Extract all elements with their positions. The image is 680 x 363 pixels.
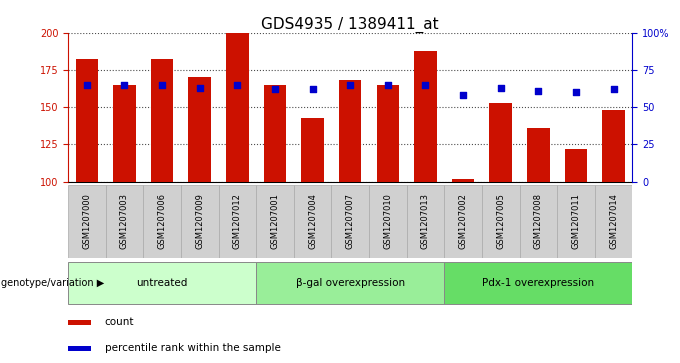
- Bar: [407, 185, 444, 258]
- Text: count: count: [105, 317, 134, 327]
- Bar: [218, 185, 256, 258]
- Point: [232, 82, 243, 87]
- Text: GSM1207009: GSM1207009: [195, 193, 204, 249]
- Bar: [68, 320, 90, 325]
- Text: β-gal overexpression: β-gal overexpression: [296, 278, 405, 288]
- Bar: [181, 185, 218, 258]
- Bar: [414, 50, 437, 182]
- Point: [495, 85, 506, 91]
- Bar: [490, 103, 512, 182]
- Text: untreated: untreated: [137, 278, 188, 288]
- Text: percentile rank within the sample: percentile rank within the sample: [105, 343, 281, 354]
- Bar: [339, 80, 362, 182]
- Point: [571, 89, 581, 95]
- Text: genotype/variation ▶: genotype/variation ▶: [1, 278, 105, 288]
- Point: [194, 85, 205, 91]
- Bar: [331, 185, 369, 258]
- Text: GSM1207003: GSM1207003: [120, 193, 129, 249]
- Bar: [256, 262, 444, 304]
- Bar: [369, 185, 407, 258]
- Point: [269, 86, 280, 92]
- Bar: [595, 185, 632, 258]
- Point: [307, 86, 318, 92]
- Text: GSM1207006: GSM1207006: [158, 193, 167, 249]
- Bar: [557, 185, 595, 258]
- Bar: [68, 185, 105, 258]
- Bar: [444, 185, 482, 258]
- Bar: [68, 262, 256, 304]
- Point: [458, 92, 469, 98]
- Bar: [602, 110, 625, 182]
- Bar: [226, 33, 249, 182]
- Bar: [68, 346, 90, 351]
- Text: Pdx-1 overexpression: Pdx-1 overexpression: [482, 278, 594, 288]
- Bar: [482, 185, 520, 258]
- Text: GSM1207014: GSM1207014: [609, 193, 618, 249]
- Text: GSM1207012: GSM1207012: [233, 193, 242, 249]
- Text: GSM1207007: GSM1207007: [345, 193, 355, 249]
- Bar: [188, 77, 211, 182]
- Title: GDS4935 / 1389411_at: GDS4935 / 1389411_at: [261, 16, 439, 33]
- Point: [533, 88, 544, 94]
- Bar: [564, 149, 588, 182]
- Text: GSM1207008: GSM1207008: [534, 193, 543, 249]
- Bar: [256, 185, 294, 258]
- Point: [82, 82, 92, 87]
- Bar: [527, 128, 549, 182]
- Point: [119, 82, 130, 87]
- Text: GSM1207011: GSM1207011: [571, 193, 581, 249]
- Text: GSM1207005: GSM1207005: [496, 193, 505, 249]
- Text: GSM1207004: GSM1207004: [308, 193, 317, 249]
- Bar: [151, 60, 173, 182]
- Point: [156, 82, 167, 87]
- Bar: [444, 262, 632, 304]
- Point: [345, 82, 356, 87]
- Bar: [452, 179, 475, 182]
- Bar: [143, 185, 181, 258]
- Bar: [105, 185, 143, 258]
- Text: GSM1207000: GSM1207000: [82, 193, 91, 249]
- Bar: [520, 185, 557, 258]
- Text: GSM1207002: GSM1207002: [458, 193, 468, 249]
- Point: [608, 86, 619, 92]
- Bar: [75, 60, 98, 182]
- Bar: [113, 85, 136, 182]
- Text: GSM1207013: GSM1207013: [421, 193, 430, 249]
- Bar: [377, 85, 399, 182]
- Text: GSM1207001: GSM1207001: [271, 193, 279, 249]
- Bar: [264, 85, 286, 182]
- Bar: [294, 185, 331, 258]
- Point: [420, 82, 431, 87]
- Bar: [301, 118, 324, 182]
- Point: [382, 82, 393, 87]
- Text: GSM1207010: GSM1207010: [384, 193, 392, 249]
